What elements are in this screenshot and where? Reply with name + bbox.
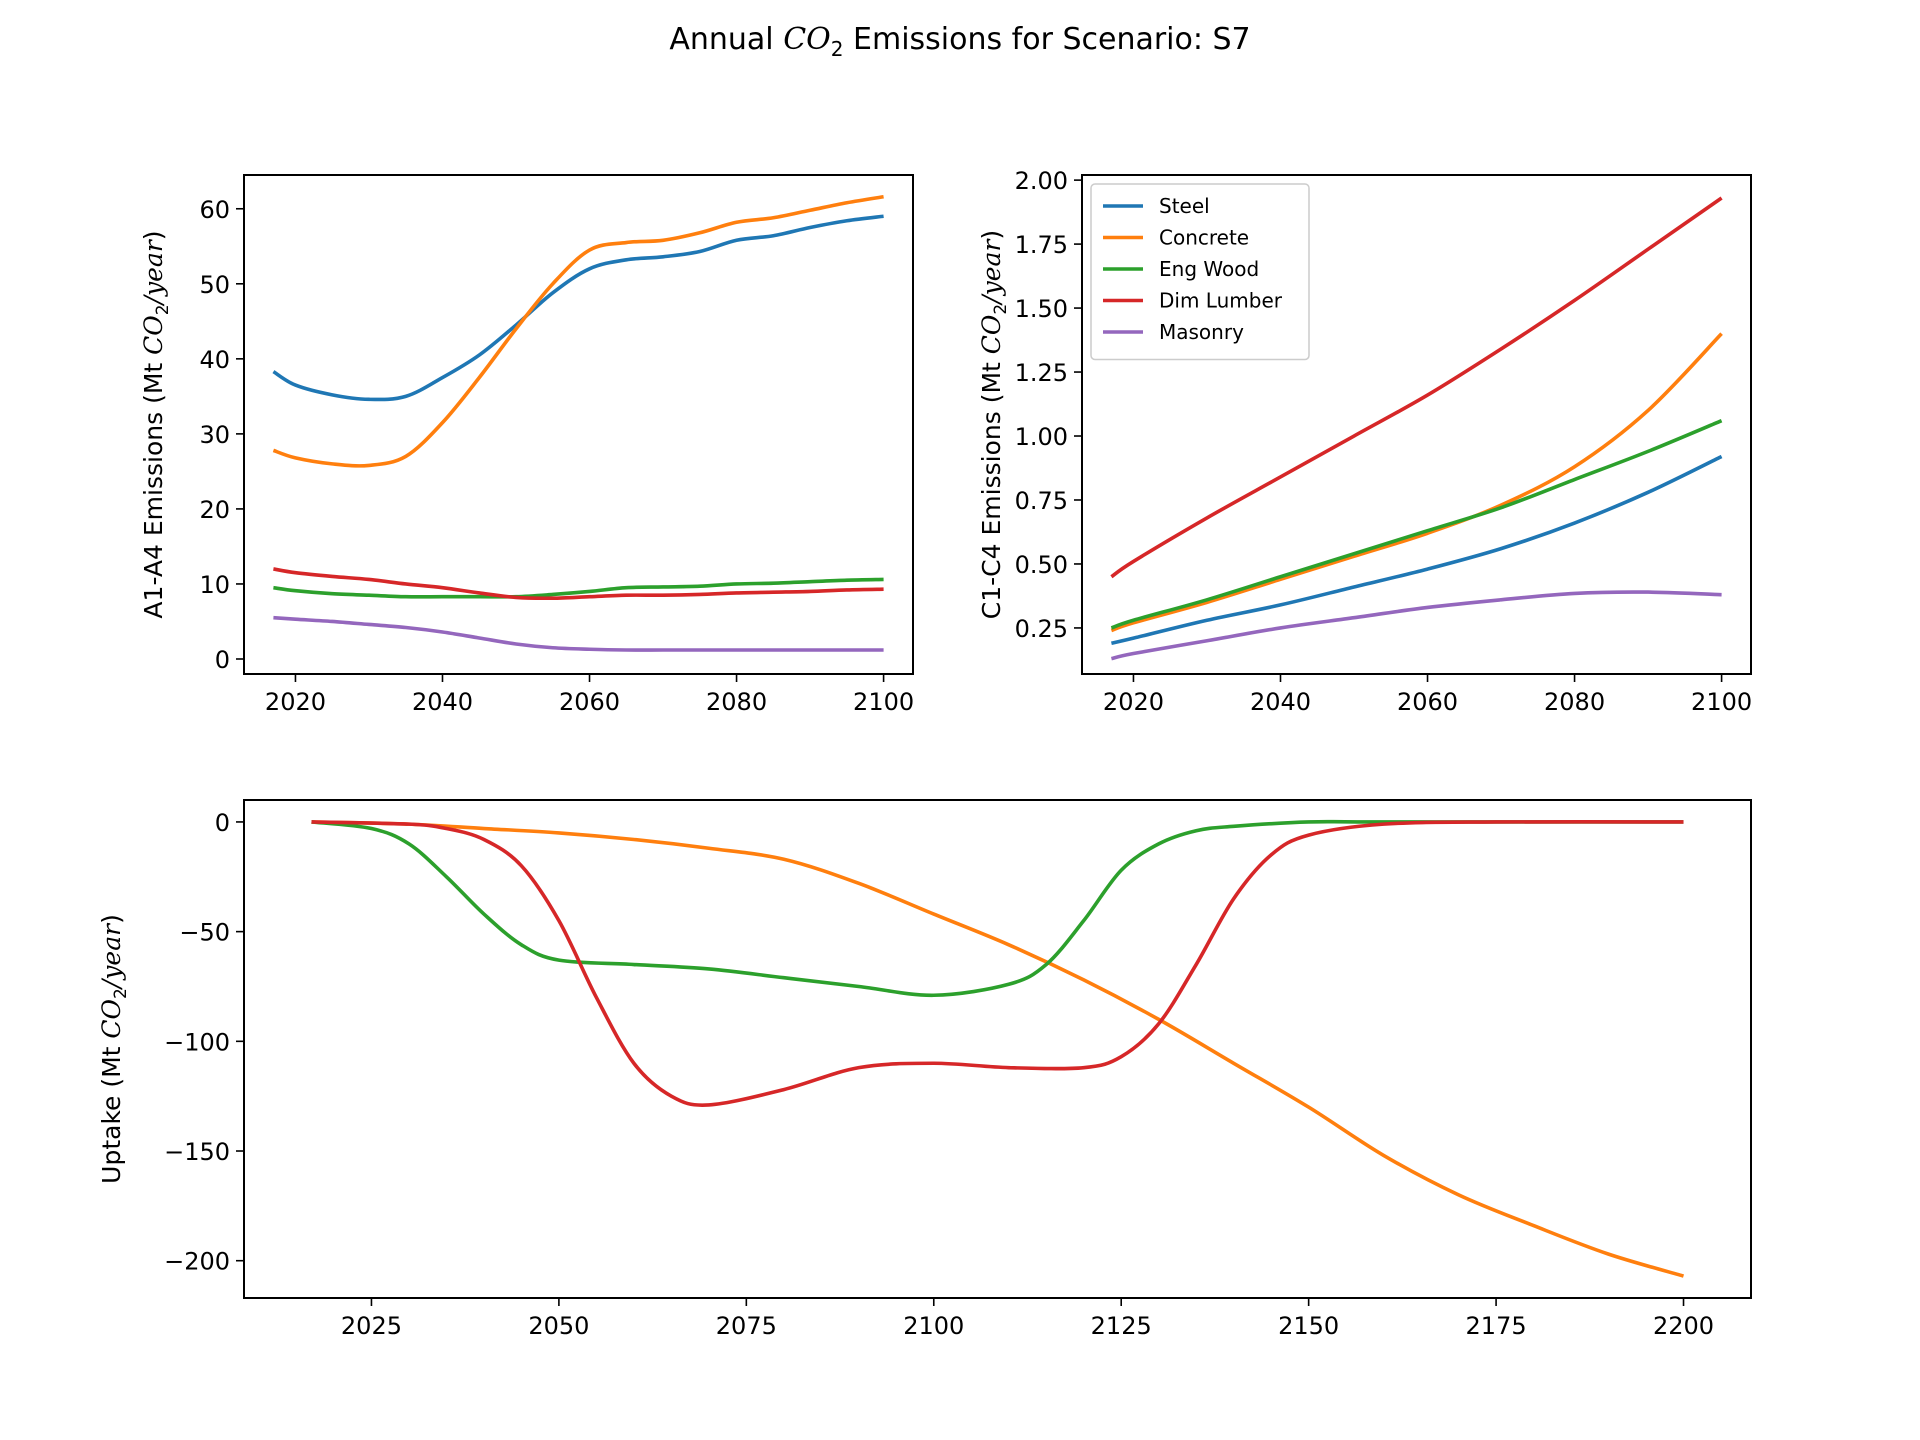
x-tick-label: 2100: [903, 1312, 964, 1340]
y-tick-label: 2.00: [1015, 167, 1068, 195]
y-tick-label: 60: [199, 196, 230, 224]
y-tick-label: 10: [199, 571, 230, 599]
series-line-steel: [1111, 454, 1723, 646]
figure-title: Annual CO2 Emissions for Scenario: S7: [0, 22, 1920, 61]
legend-label: Steel: [1159, 194, 1210, 218]
x-tick-label: 2050: [528, 1312, 589, 1340]
y-axis-label: Uptake (Mt CO2/year): [97, 914, 131, 1184]
legend-label: Eng Wood: [1159, 257, 1259, 281]
x-tick-label: 2125: [1091, 1312, 1152, 1340]
x-tick-label: 2075: [716, 1312, 777, 1340]
title-suffix: Emissions for Scenario: S7: [843, 22, 1251, 57]
panel-c1-c4-emissions: 2020 2040 2060 2080 2100 0.25 0.50 0.75 1.00 1.25…: [977, 167, 1752, 716]
series-line-eng-wood: [273, 577, 884, 599]
x-tick-label: 2025: [341, 1312, 402, 1340]
series-line-dim-lumber: [1110, 196, 1723, 579]
axes-frame: [243, 799, 1752, 1299]
y-tick-label: −50: [179, 919, 230, 947]
series-line-masonry: [273, 615, 884, 652]
x-tick-label: 2040: [412, 688, 473, 716]
y-tick-label: 50: [199, 271, 230, 299]
x-tick-label: 2150: [1278, 1312, 1339, 1340]
legend-item-dim-lumber: Dim Lumber: [1103, 289, 1283, 313]
x-tick-label: 2200: [1653, 1312, 1714, 1340]
series-line-dim-lumber: [273, 567, 884, 601]
y-tick-label: −200: [164, 1248, 230, 1276]
x-tick-label: 2020: [1103, 688, 1164, 716]
y-tick-label: 1.50: [1015, 295, 1068, 323]
legend-item-concrete: Concrete: [1103, 226, 1249, 250]
y-tick-label: 0.75: [1015, 487, 1068, 515]
series-line-masonry: [1110, 590, 1722, 661]
legend-label: Dim Lumber: [1159, 289, 1283, 313]
series-line-concrete: [1110, 332, 1723, 633]
series-line-dim-lumber: [311, 819, 1684, 1107]
y-tick-label: 0: [215, 646, 230, 674]
title-prefix: Annual: [669, 22, 784, 57]
y-tick-label: 0: [215, 809, 230, 837]
y-axis-label: C1-C4 Emissions (Mt CO2/year): [977, 230, 1011, 619]
x-tick-label: 2060: [1397, 688, 1458, 716]
series-line-concrete: [311, 820, 1685, 1278]
y-tick-label: 1.75: [1015, 231, 1068, 259]
series-line-eng-wood: [1110, 418, 1723, 630]
y-axis-label: A1-A4 Emissions (Mt CO2/year): [139, 230, 173, 618]
series-line-eng-wood: [311, 819, 1684, 998]
x-tick-label: 2060: [559, 688, 620, 716]
legend-item-masonry: Masonry: [1103, 320, 1244, 344]
title-subscript: 2: [830, 37, 844, 61]
legend-item-steel: Steel: [1103, 194, 1210, 218]
series-line-concrete: [272, 194, 884, 468]
axes-frame: [1081, 174, 1752, 675]
y-tick-label: 0.50: [1015, 551, 1068, 579]
x-tick-label: 2080: [706, 688, 767, 716]
y-tick-label: 1.25: [1015, 359, 1068, 387]
x-tick-label: 2175: [1466, 1312, 1527, 1340]
series-lines: [272, 194, 884, 652]
legend-label: Masonry: [1159, 320, 1244, 344]
axes-frame: [243, 174, 914, 675]
x-tick-label: 2020: [265, 688, 326, 716]
y-tick-label: −150: [164, 1138, 230, 1166]
y-tick-label: 20: [199, 496, 230, 524]
series-lines: [311, 819, 1685, 1278]
legend: Steel Concrete Eng Wood Dim Lumber Masonry: [1090, 183, 1310, 361]
y-tick-label: 30: [199, 421, 230, 449]
x-tick-label: 2100: [853, 688, 914, 716]
y-tick-label: 40: [199, 346, 230, 374]
series-lines: [1110, 196, 1723, 661]
y-tick-label: 0.25: [1015, 615, 1068, 643]
x-tick-label: 2100: [1691, 688, 1752, 716]
title-formula: CO: [783, 22, 831, 57]
legend-label: Concrete: [1159, 226, 1249, 250]
panel-a1-a4-emissions: 2020 2040 2060 2080 2100 0 10 20 30 40 50 60 A1-A4 E…: [139, 174, 914, 716]
legend-box: [1090, 183, 1310, 361]
x-tick-label: 2040: [1250, 688, 1311, 716]
legend-item-eng-wood: Eng Wood: [1103, 257, 1259, 281]
series-line-steel: [272, 214, 884, 402]
y-tick-label: 1.00: [1015, 423, 1068, 451]
x-tick-label: 2080: [1544, 688, 1605, 716]
panel-uptake: 2025 2050 2075 2100 2125 2150 2175 2200 0 −50 −100…: [97, 799, 1752, 1340]
y-tick-label: −100: [164, 1028, 230, 1056]
